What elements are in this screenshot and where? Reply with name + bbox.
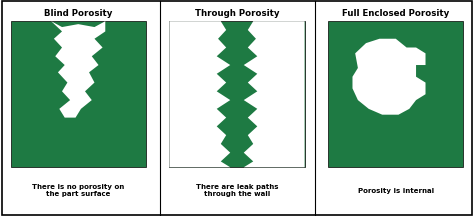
- Polygon shape: [169, 21, 305, 167]
- Polygon shape: [353, 39, 426, 115]
- Text: Full Enclosed Porosity: Full Enclosed Porosity: [342, 8, 449, 17]
- Polygon shape: [51, 21, 105, 118]
- Text: There are leak paths
through the wall: There are leak paths through the wall: [196, 184, 278, 197]
- Bar: [328, 21, 464, 167]
- Bar: [10, 21, 146, 167]
- Text: Porosity is internal: Porosity is internal: [358, 187, 434, 194]
- Text: There is no porosity on
the part surface: There is no porosity on the part surface: [32, 184, 124, 197]
- Text: Blind Porosity: Blind Porosity: [44, 8, 112, 17]
- Bar: [169, 21, 305, 167]
- Text: Through Porosity: Through Porosity: [195, 8, 279, 17]
